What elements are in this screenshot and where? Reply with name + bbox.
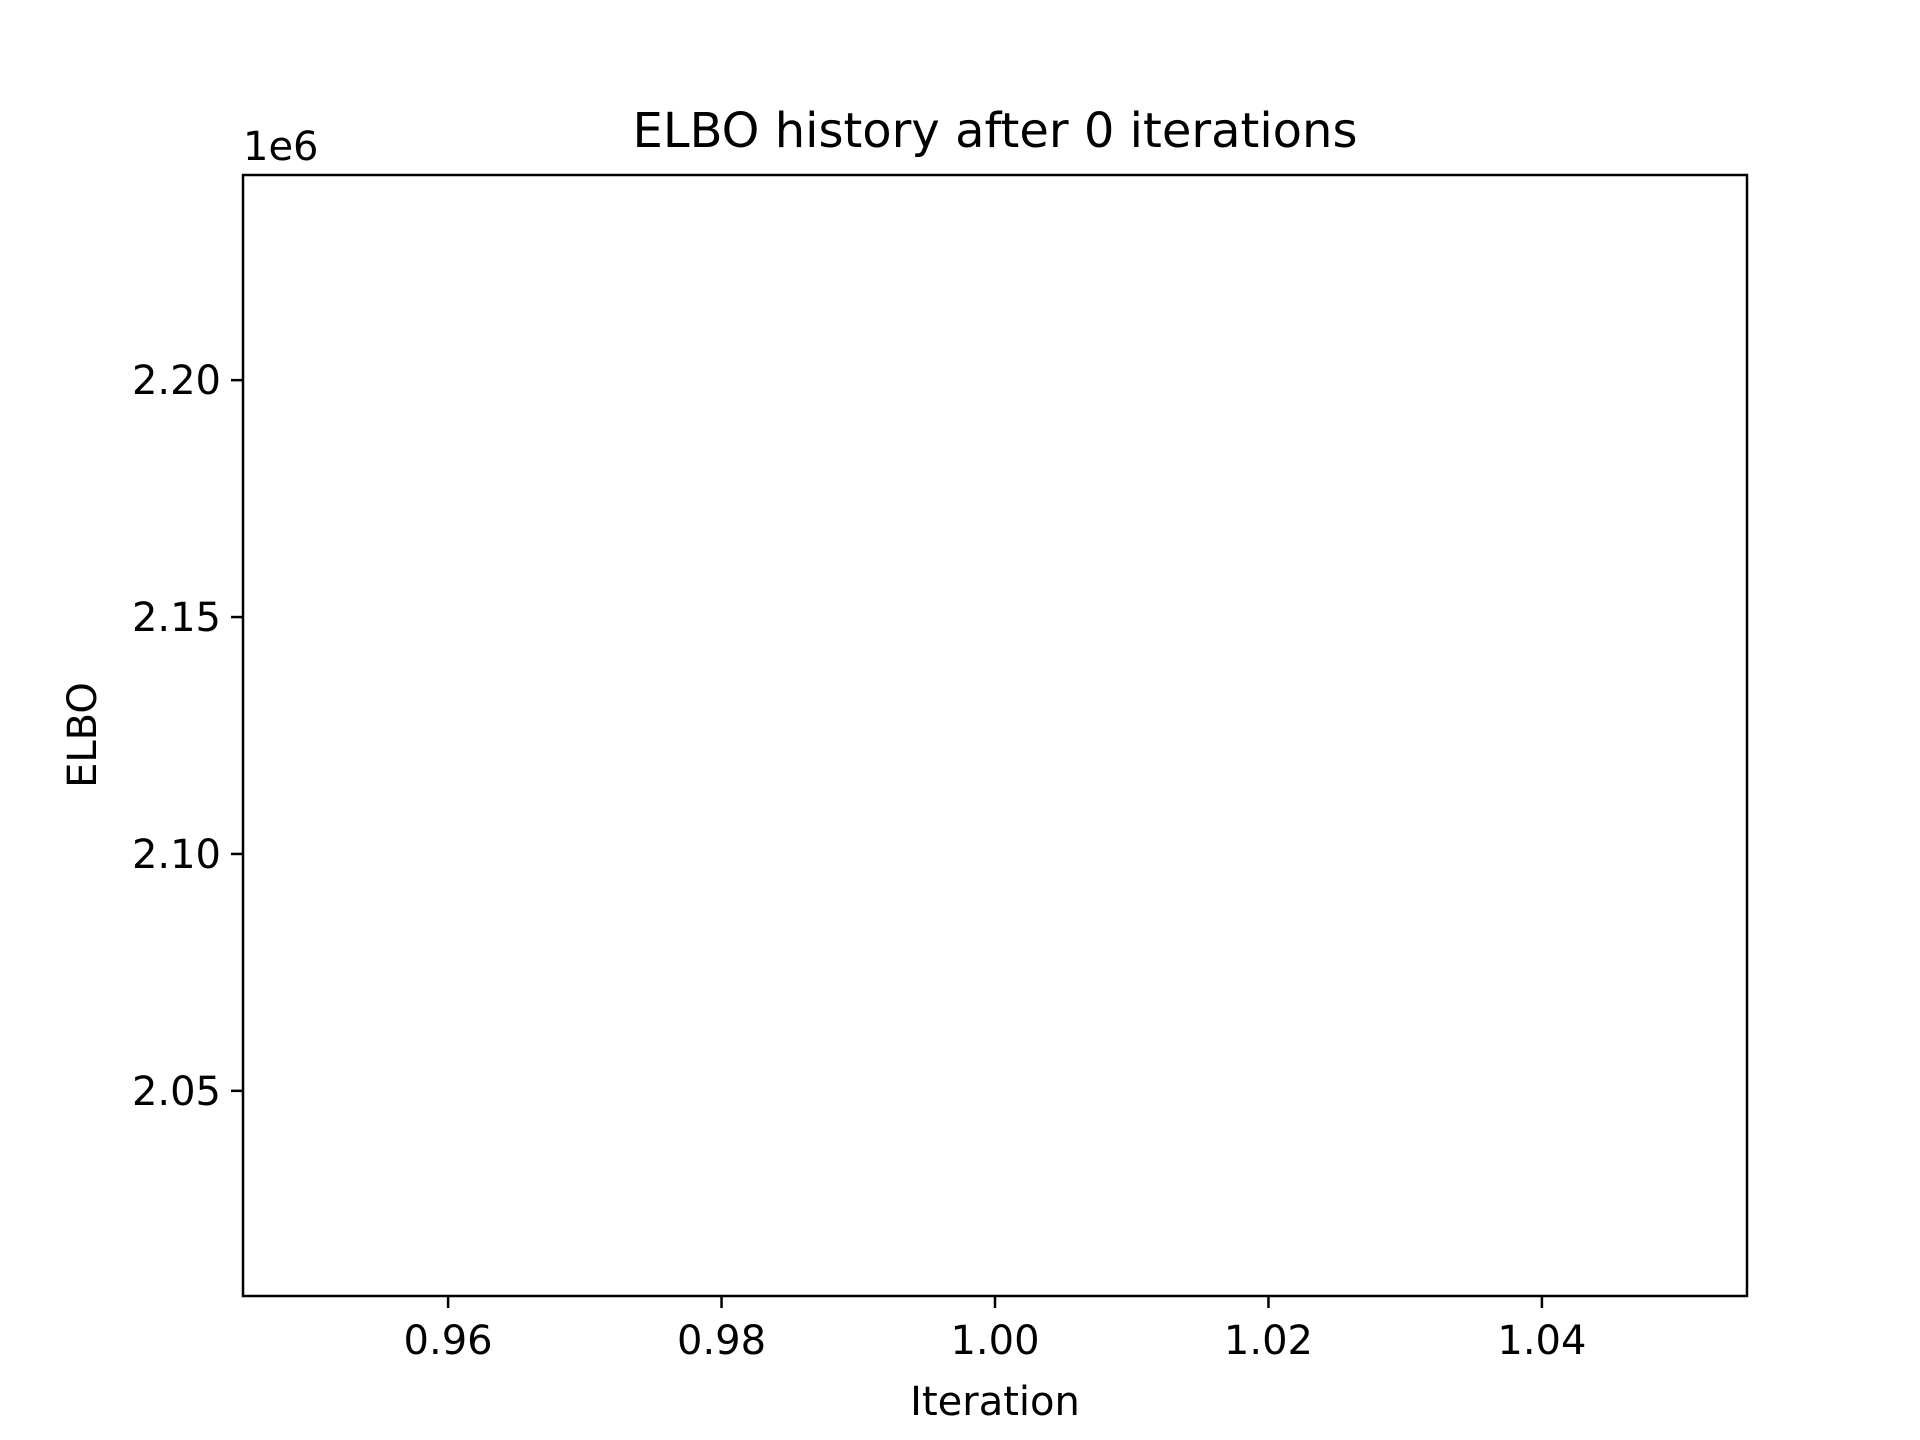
x-tick-label: 1.04 bbox=[1497, 1318, 1586, 1364]
y-axis-label: ELBO bbox=[60, 682, 106, 788]
y-tick-label: 2.05 bbox=[132, 1069, 221, 1115]
x-tick-label: 1.00 bbox=[950, 1318, 1039, 1364]
x-tick-label: 1.02 bbox=[1224, 1318, 1313, 1364]
y-tick-label: 2.20 bbox=[132, 358, 221, 404]
y-axis-ticks: 2.05 2.10 2.15 2.20 bbox=[132, 358, 243, 1115]
x-axis-ticks: 0.96 0.98 1.00 1.02 1.04 bbox=[404, 1296, 1586, 1364]
chart-title: ELBO history after 0 iterations bbox=[633, 103, 1358, 159]
x-tick-label: 0.96 bbox=[404, 1318, 493, 1364]
x-axis-label: Iteration bbox=[910, 1379, 1080, 1425]
y-tick-label: 2.10 bbox=[132, 832, 221, 878]
y-tick-label: 2.15 bbox=[132, 595, 221, 641]
x-tick-label: 0.98 bbox=[677, 1318, 766, 1364]
y-axis-offset-label: 1e6 bbox=[243, 124, 319, 170]
